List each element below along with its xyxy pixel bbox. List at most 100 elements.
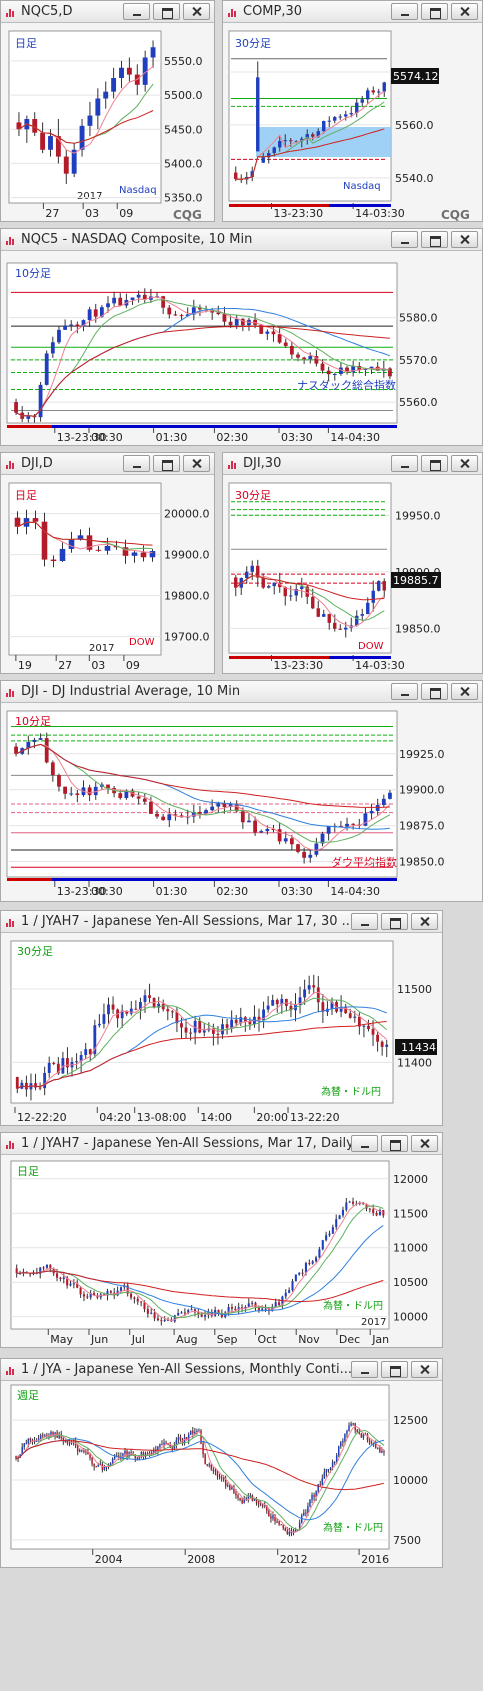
candle-body [146,1309,149,1314]
chart-canvas[interactable]: 10分足 ナスダック総合指数 5580.0 5570.0 5560.0 13-23:… [1,229,483,446]
close-button[interactable] [183,455,210,472]
candle-body [296,354,300,358]
candle-body [159,1444,161,1447]
candle-body [49,1264,52,1270]
title-bar[interactable]: 1 / JYAH7 - Japanese Yen-All Sessions, M… [1,911,442,933]
candle-body [318,1249,321,1258]
candle-body [377,1447,379,1449]
maximize-button[interactable] [381,913,408,930]
title-bar[interactable]: DJI - DJ Industrial Average, 10 Min [1,681,482,703]
x-tick-label: 03 [85,207,99,220]
close-button[interactable] [183,3,210,20]
candle-body [278,1302,281,1305]
chart-canvas[interactable]: 30分足 為替・ドル円 11500 11400 12-22:20 04:20 13-0… [1,911,443,1126]
candle-body [140,1452,143,1456]
candle-body [360,1433,363,1438]
x-tick-label: 2012 [280,1553,308,1566]
chart-window-jya-monthly[interactable]: 1 / JYA - Japanese Yen-All Sessions, Mon… [0,1358,443,1568]
candle-body [119,1287,122,1291]
candle-body [76,1445,79,1452]
candle-body [63,325,67,330]
x-tick-label: 13-23:30 [57,431,107,444]
minimize-button[interactable] [391,3,418,20]
close-button[interactable] [451,231,478,248]
maximize-button[interactable] [153,455,180,472]
x-tick-label: Sep [217,1333,238,1346]
candle-body [229,1485,231,1490]
close-button[interactable] [451,683,478,700]
close-button[interactable] [411,913,438,930]
chart-window-dji-daily[interactable]: DJI,D 日足 DOW 2017 20000.0 19900.0 19800.0 1… [0,452,215,674]
maximize-button[interactable] [381,1361,408,1378]
candle-body [103,91,109,99]
candle-body [278,1521,280,1525]
close-button[interactable] [411,1135,438,1152]
candle-body [52,1062,56,1064]
candle-body [216,1470,219,1477]
chart-window-jyah7-daily[interactable]: 1 / JYAH7 - Japanese Yen-All Sessions, M… [0,1132,443,1348]
candle-body [173,1315,176,1322]
close-button[interactable] [451,455,478,472]
maximize-button[interactable] [421,455,448,472]
chart-canvas[interactable]: 10分足 ダウ平均指数 19925.019900.019875.019850.0… [1,681,483,902]
title-bar[interactable]: COMP,30 [223,1,482,23]
candle-body [277,334,282,343]
chart-canvas[interactable]: 週足 為替・ドル円 12500 10000 7500 2004 2008 2012 201… [1,1359,443,1568]
candle-body [348,1425,350,1432]
candle-body [284,1527,287,1531]
candle-body [75,324,80,327]
candle-body [286,1530,289,1535]
candle-body [218,1476,221,1478]
x-tick-label: 20:00 [256,1111,288,1124]
chart-window-dji-10min[interactable]: DJI - DJ Industrial Average, 10 Min 10分足… [0,680,483,902]
chart-window-jyah7-30[interactable]: 1 / JYAH7 - Japanese Yen-All Sessions, M… [0,910,443,1126]
chart-canvas[interactable]: 日足 Nasdaq 2017 5550.05500.05450.05400.05… [1,1,215,222]
x-tick-label: 02:30 [216,885,248,898]
period-label: 30分足 [235,489,271,502]
maximize-button[interactable] [421,3,448,20]
candle-body [311,1261,314,1264]
candle-body [124,1450,126,1454]
candle-body [120,1010,124,1019]
maximize-button[interactable] [421,231,448,248]
close-button[interactable] [411,1361,438,1378]
candle-body [118,297,123,306]
candle-body [257,1016,261,1021]
candle-body [34,1083,37,1088]
instrument-label: Nasdaq [343,181,381,192]
minimize-button[interactable] [351,1135,378,1152]
minimize-button[interactable] [391,455,418,472]
maximize-button[interactable] [153,3,180,20]
chart-canvas[interactable]: 日足 為替・ドル円 2017 12000 11500 11000 10500 10000… [1,1133,443,1348]
minimize-button[interactable] [351,1361,378,1378]
close-button[interactable] [451,3,478,20]
chart-window-nqc5-daily[interactable]: NQC5,D 日足 Nasdaq 2017 5550.0 5500.0 5450.0… [0,0,215,222]
title-bar[interactable]: 1 / JYA - Japanese Yen-All Sessions, Mon… [1,1359,442,1381]
title-bar[interactable]: NQC5 - NASDAQ Composite, 10 Min [1,229,482,251]
maximize-button[interactable] [381,1135,408,1152]
title-bar[interactable]: 1 / JYAH7 - Japanese Yen-All Sessions, M… [1,1133,442,1155]
candle-body [283,140,287,142]
title-bar[interactable]: NQC5,D [1,1,214,23]
maximize-button[interactable] [421,683,448,700]
chart-window-nqc5-10min[interactable]: NQC5 - NASDAQ Composite, 10 Min 10分足 ナスダ… [0,228,483,446]
minimize-button[interactable] [391,683,418,700]
x-tick-label: Dec [339,1333,360,1346]
minimize-button[interactable] [123,3,150,20]
candle-body [253,820,257,833]
minimize-button[interactable] [351,913,378,930]
chart-canvas[interactable]: 日足 DOW 2017 20000.0 19900.0 19800.0 19700.0… [1,453,215,674]
candle-body [153,1449,155,1453]
minimize-button[interactable] [123,455,150,472]
candle-body [206,1464,208,1466]
title-bar[interactable]: DJI,30 [223,453,482,475]
title-bar[interactable]: DJI,D [1,453,214,475]
candle-body [169,1444,171,1448]
minimize-button[interactable] [391,231,418,248]
candle-body [339,826,343,828]
candle-body [190,1309,193,1311]
